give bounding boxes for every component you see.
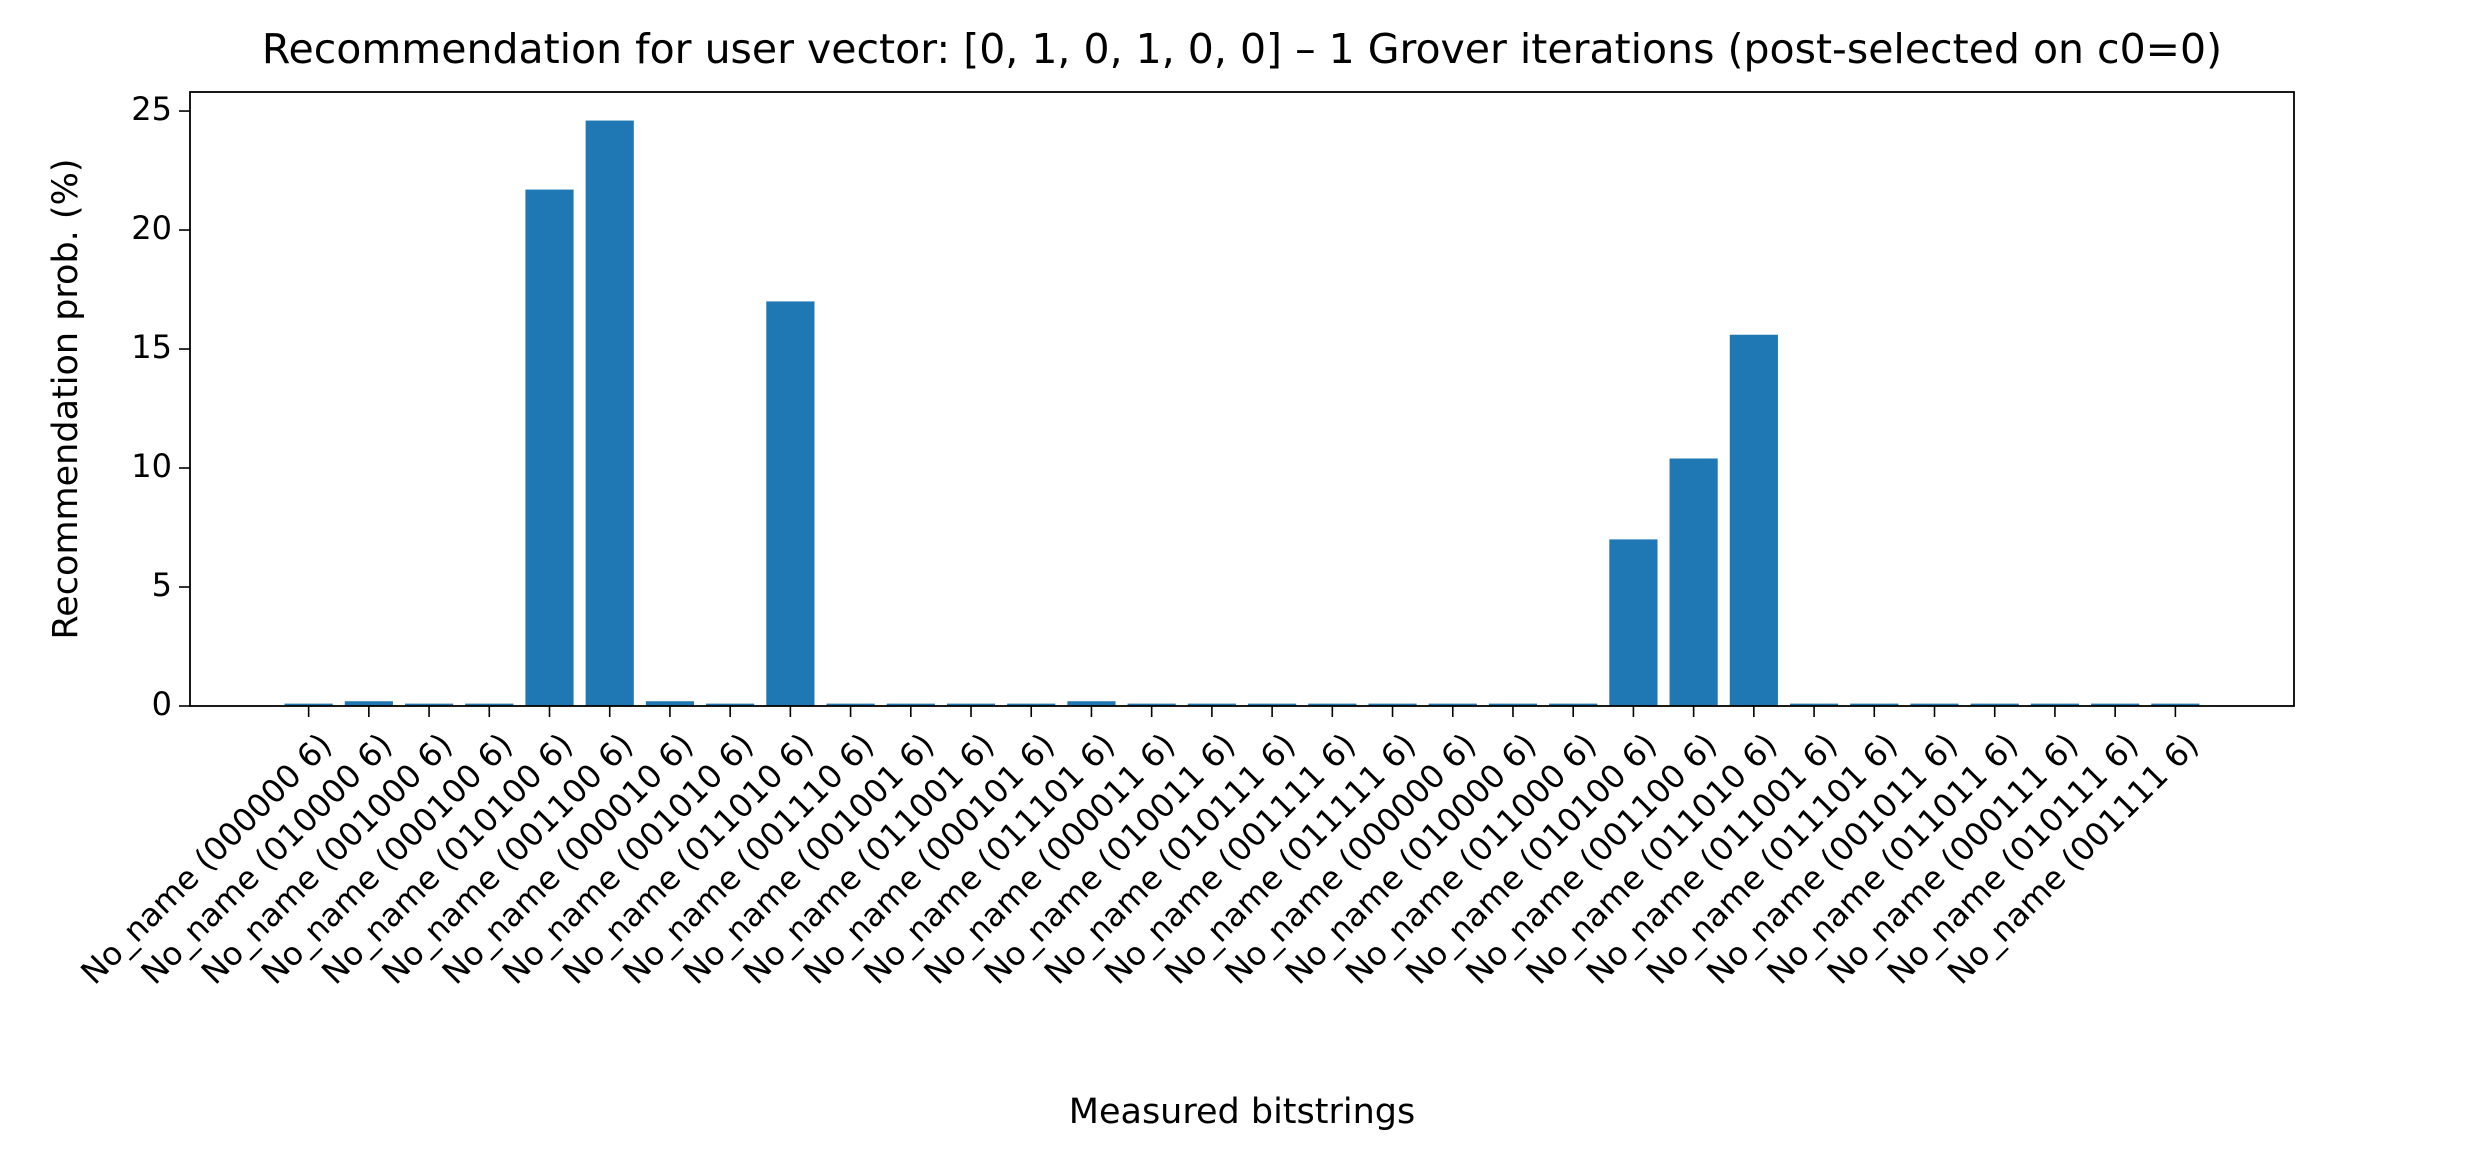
y-tick-label: 20 [131,209,172,247]
bar [1609,539,1658,706]
bar [706,703,755,706]
bar [1428,703,1477,706]
bar [645,701,695,706]
bar [1007,703,1056,706]
bar [1308,703,1357,706]
bar [1850,703,1899,706]
bar [1789,703,1839,706]
y-tick-label: 25 [131,90,172,128]
bar [284,703,333,706]
bar [1368,703,1417,706]
bar [585,120,634,707]
bar [1248,703,1297,706]
bar [1910,703,1959,706]
y-axis-label: Recommendation prob. (%) [46,159,86,640]
bar [766,301,815,706]
bar [1970,703,2019,706]
bar [1127,703,1176,706]
bar [465,703,514,706]
bar [2030,703,2080,706]
bar [946,703,996,706]
bar [525,189,574,707]
bar [826,703,875,706]
bar [1549,703,1598,706]
y-tick-label: 5 [152,566,172,604]
bar [1488,703,1538,706]
bar [344,701,393,706]
y-tick-label: 0 [152,685,172,723]
bar [2091,703,2140,706]
bar [404,703,454,706]
bar [1729,334,1778,706]
plot-frame [189,91,2295,707]
chart-title: Recommendation for user vector: [0, 1, 0… [262,25,2222,73]
y-tick-label: 10 [131,447,172,485]
y-tick-label: 15 [131,328,172,366]
bar [2151,703,2200,706]
bar [1669,458,1718,706]
bar [1067,701,1116,706]
bar [886,703,935,706]
x-axis-label: Measured bitstrings [1069,1092,1415,1132]
bar [1187,703,1236,706]
